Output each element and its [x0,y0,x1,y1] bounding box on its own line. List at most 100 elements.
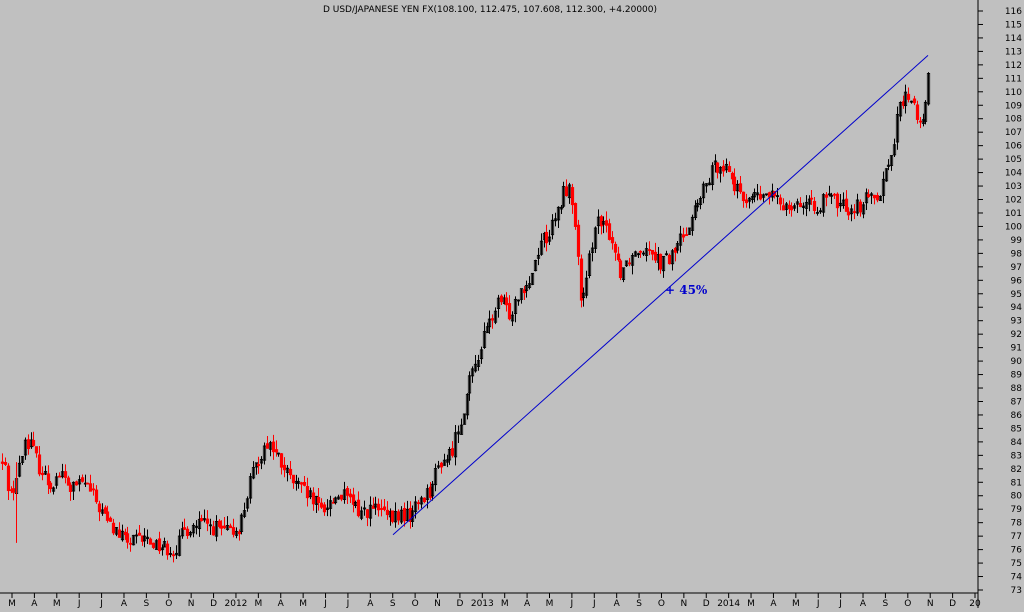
up-candle [493,310,498,323]
time-tick-label: A [121,599,128,608]
down-candle [809,197,814,200]
down-candle [48,482,53,490]
down-candle [365,509,370,518]
up-candle [590,247,595,253]
down-candle [738,183,743,193]
up-candle [174,552,179,556]
down-candle [74,481,79,486]
down-candle [667,254,672,265]
up-candle [496,297,501,309]
price-tick-label: 105 [1005,155,1022,165]
chart-title: D USD/JAPANESE YEN FX(108.100, 112.475, … [323,5,657,15]
down-candle [165,543,170,556]
up-candle [687,227,692,235]
down-candle [499,295,504,303]
up-candle [675,243,680,251]
down-candle [379,508,384,510]
down-candle [576,224,581,257]
down-candle [715,162,720,173]
price-tick-label: 112 [1005,61,1022,71]
up-candle [878,196,883,201]
down-candle [382,506,387,510]
up-candle [368,504,373,519]
time-tick-label: M [53,599,61,608]
down-candle [91,488,96,491]
time-tick-label: D [210,599,217,608]
price-tick-label: 73 [1011,586,1022,596]
down-candle [348,493,353,498]
down-candle [390,510,395,522]
down-candle [490,318,495,321]
down-candle [812,200,817,211]
up-candle [593,227,598,249]
up-candle [433,468,438,486]
down-candle [918,120,923,123]
up-candle [248,476,253,499]
down-candle [228,525,233,529]
price-tick-label: 90 [1011,357,1023,367]
down-candle [613,243,618,253]
up-candle [191,524,196,534]
down-candle [205,518,210,524]
time-tick-label: N [927,599,934,608]
down-candle [222,525,227,529]
time-tick-label: N [434,599,441,608]
up-candle [419,497,424,505]
time-tick-label: D [456,599,463,608]
up-candle [695,202,700,208]
up-candle [516,299,521,302]
up-candle [513,298,518,315]
down-candle [684,234,689,236]
down-candle [80,477,85,482]
up-candle [747,197,752,202]
up-candle [336,496,341,500]
up-candle [881,178,886,196]
price-tick-label: 75 [1011,559,1022,569]
up-candle [892,144,897,156]
up-candle [60,471,65,478]
down-candle [376,503,381,511]
time-tick-label: M [747,599,755,608]
price-tick-label: 80 [1011,492,1023,502]
down-candle [396,511,401,521]
down-candle [217,520,222,527]
up-candle [197,518,202,530]
down-candle [274,449,279,453]
price-tick-label: 102 [1005,196,1022,206]
down-candle [912,98,917,104]
down-candle [616,253,621,261]
price-tick-label: 113 [1005,47,1022,57]
up-candle [71,481,76,492]
time-tick-label: M [792,599,800,608]
up-candle [459,424,464,435]
up-candle [630,255,635,266]
down-candle [906,93,911,100]
up-candle [718,167,723,174]
time-tick-label: N [680,599,687,608]
up-candle [342,489,347,500]
up-candle [561,186,566,207]
up-candle [750,196,755,200]
price-tick-label: 87 [1011,397,1022,407]
down-candle [778,197,783,205]
time-tick-label: J [816,599,820,608]
price-tick-label: 83 [1011,451,1022,461]
time-tick-label: S [390,599,396,608]
up-candle [399,509,404,523]
up-candle [51,487,56,492]
up-candle [524,285,529,292]
up-candle [895,114,900,143]
time-tick-label: A [367,599,374,608]
down-candle [758,193,763,200]
down-candle [34,446,39,454]
down-candle [653,251,658,261]
up-candle [821,194,826,213]
up-candle [818,210,823,213]
trendline-layer [392,55,929,536]
down-candle [271,441,276,453]
up-candle [325,507,330,510]
price-tick-label: 98 [1011,249,1023,259]
up-candle [485,326,490,334]
up-candle [114,527,119,535]
